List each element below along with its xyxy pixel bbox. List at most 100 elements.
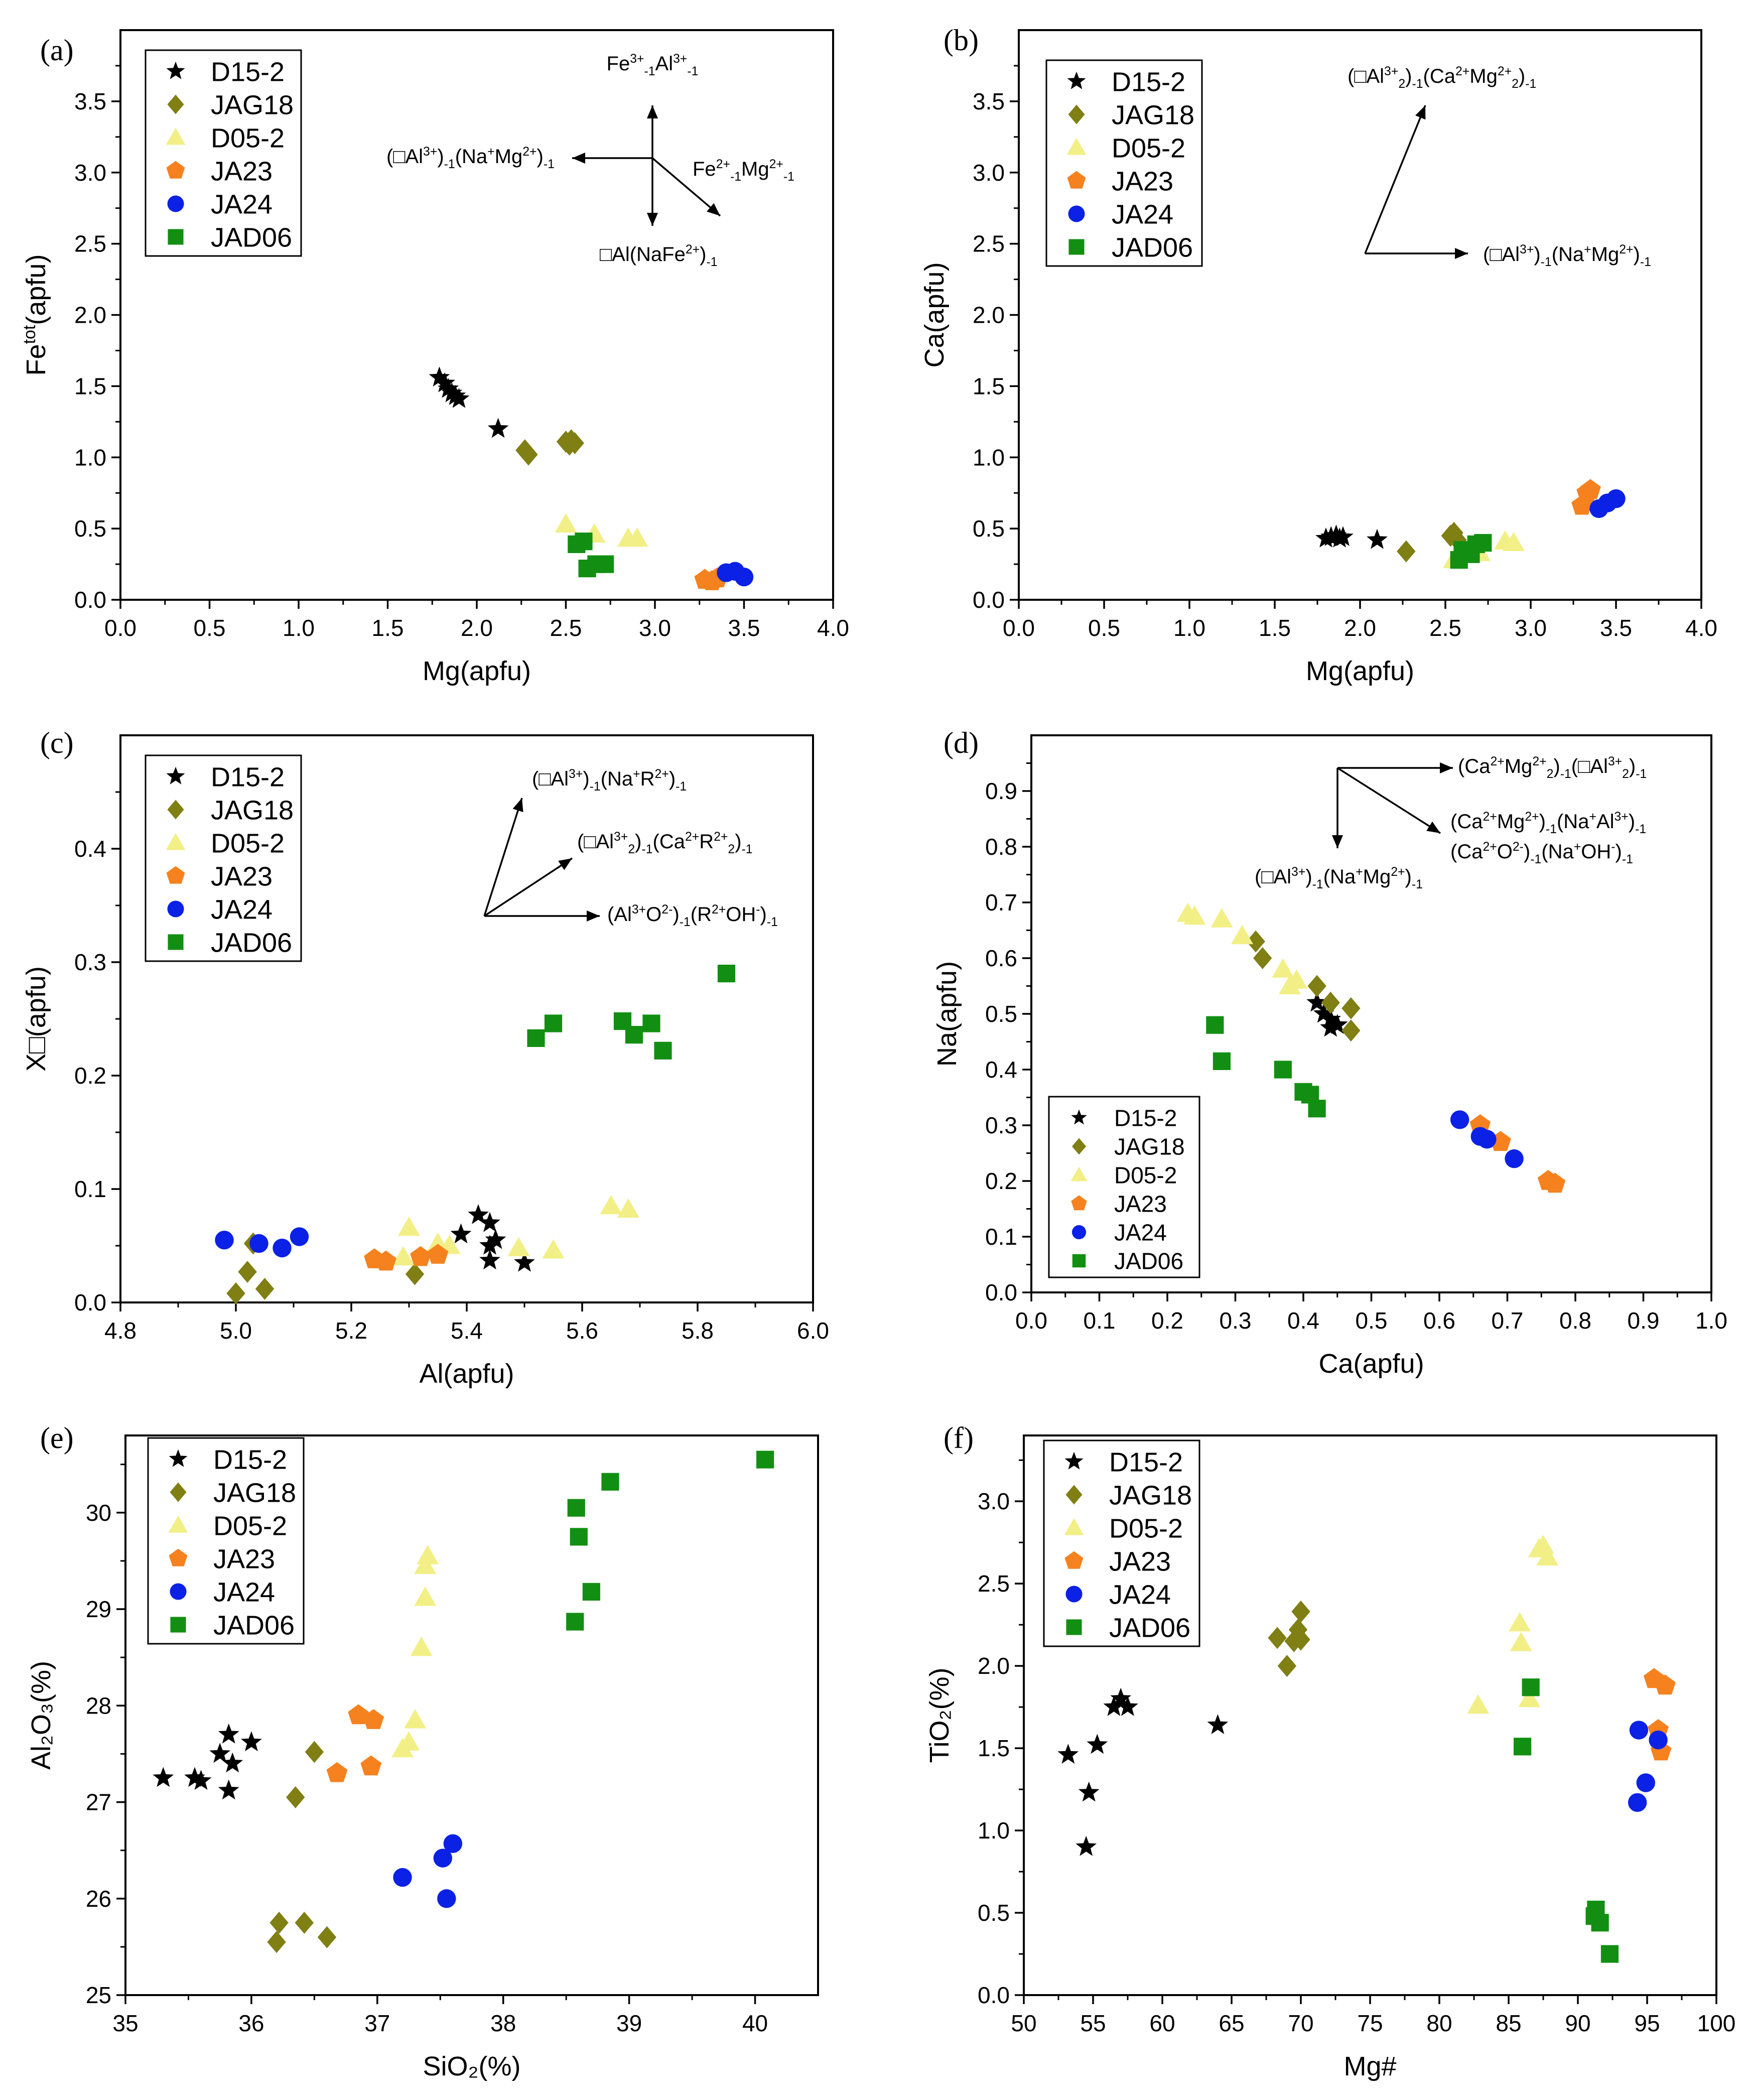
data-point bbox=[617, 1198, 639, 1218]
x-tick-label: 40 bbox=[742, 2010, 768, 2036]
legend-entry-label: JAG18 bbox=[213, 1478, 296, 1508]
y-tick-label: 28 bbox=[86, 1692, 111, 1719]
data-point bbox=[404, 1709, 427, 1729]
legend-marker bbox=[1067, 171, 1086, 189]
vector-arrow-head bbox=[512, 798, 523, 813]
x-tick-label: 38 bbox=[490, 2010, 516, 2036]
x-tick-label: 0.4 bbox=[1287, 1307, 1319, 1334]
data-point bbox=[1591, 1914, 1609, 1932]
data-point bbox=[485, 1229, 506, 1249]
data-point bbox=[625, 1026, 643, 1044]
panel-label: (a) bbox=[40, 34, 74, 67]
data-point bbox=[1272, 958, 1294, 978]
x-tick-label: 37 bbox=[364, 2010, 390, 2036]
x-axis-label: Mg(apfu) bbox=[423, 656, 531, 686]
data-point bbox=[654, 1041, 672, 1060]
legend-entry-label: JA24 bbox=[211, 894, 273, 925]
series-JAD06 bbox=[566, 1451, 774, 1631]
data-point bbox=[305, 1741, 324, 1763]
data-point bbox=[1268, 1627, 1287, 1649]
data-point bbox=[734, 567, 754, 587]
data-point bbox=[286, 1786, 305, 1808]
legend-marker bbox=[1071, 1138, 1087, 1155]
data-point bbox=[1536, 1546, 1559, 1566]
x-tick-label: 1.5 bbox=[1259, 615, 1291, 641]
legend-marker bbox=[167, 900, 184, 917]
data-point bbox=[1110, 1687, 1132, 1708]
legend-marker bbox=[166, 866, 185, 884]
data-point bbox=[1253, 947, 1272, 969]
x-tick-label: 0.8 bbox=[1559, 1307, 1591, 1334]
legend-entry-label: JAG18 bbox=[211, 90, 294, 120]
data-point bbox=[1285, 969, 1308, 989]
legend-marker bbox=[1068, 205, 1085, 222]
legend-box bbox=[1048, 1096, 1200, 1278]
y-tick-label: 0.4 bbox=[985, 1057, 1017, 1083]
data-point bbox=[1444, 521, 1463, 544]
series-D15-2 bbox=[1306, 991, 1348, 1037]
legend-marker bbox=[167, 195, 184, 212]
data-point bbox=[363, 1709, 384, 1729]
legend-entry-label: JA23 bbox=[1114, 1191, 1167, 1217]
y-axis-label: TiO₂(%) bbox=[924, 1668, 955, 1763]
data-point bbox=[479, 1212, 500, 1232]
x-tick-label: 70 bbox=[1288, 2010, 1313, 2036]
y-tick-label: 29 bbox=[86, 1596, 111, 1622]
legend-entry-label: D05-2 bbox=[211, 123, 285, 153]
series-JA24 bbox=[215, 1227, 309, 1258]
y-tick-label: 0.0 bbox=[978, 1982, 1010, 2008]
data-point bbox=[1078, 1781, 1100, 1802]
data-point bbox=[1274, 1061, 1292, 1079]
x-tick-label: 0.5 bbox=[1088, 615, 1120, 641]
data-point bbox=[1103, 1696, 1125, 1716]
chart-panel-f: (f) 50 55 60 65 70 75 80 85 90 95 100 0.0 0.5 1.0 1.5 2.… bbox=[924, 1421, 1735, 2081]
x-tick-label: 36 bbox=[238, 2010, 264, 2036]
legend-marker bbox=[1071, 1225, 1087, 1240]
vector-annotation: Fe3+-1Al3+-1 bbox=[607, 52, 699, 78]
vector-arrow-head bbox=[1426, 821, 1440, 833]
vector-annotation: (Ca2+O2-)-1(Na+OH-)-1 bbox=[1450, 840, 1633, 866]
data-point bbox=[434, 372, 455, 392]
legend-entry-label: D15-2 bbox=[211, 762, 285, 792]
data-point bbox=[397, 1731, 420, 1751]
series-JA24 bbox=[717, 562, 754, 587]
data-point bbox=[450, 1223, 472, 1244]
data-point bbox=[479, 1249, 500, 1270]
x-tick-label: 75 bbox=[1357, 2010, 1383, 2036]
data-point bbox=[626, 527, 648, 547]
data-point bbox=[1477, 1130, 1497, 1149]
data-point bbox=[1505, 1149, 1524, 1168]
y-axis-label: X□(apfu) bbox=[21, 966, 51, 1072]
data-point bbox=[218, 1723, 239, 1744]
legend-marker bbox=[167, 800, 184, 820]
x-tick-label: 5.6 bbox=[566, 1318, 598, 1344]
x-tick-label: 5.2 bbox=[335, 1318, 367, 1344]
series-D15-2 bbox=[429, 366, 509, 438]
x-tick-label: 4.8 bbox=[104, 1318, 137, 1344]
data-point bbox=[215, 1231, 234, 1250]
data-point bbox=[1277, 1655, 1297, 1677]
data-point bbox=[1514, 1738, 1532, 1756]
y-tick-label: 0.1 bbox=[74, 1176, 106, 1202]
y-tick-label: 0.3 bbox=[74, 949, 106, 975]
data-point bbox=[1636, 1773, 1655, 1792]
data-point bbox=[519, 443, 538, 466]
data-point bbox=[1246, 930, 1265, 953]
plot-frame bbox=[124, 1434, 819, 1996]
data-point bbox=[290, 1227, 309, 1246]
legend-marker bbox=[170, 1617, 186, 1633]
series-D15-2 bbox=[1057, 1687, 1229, 1856]
legend-marker bbox=[1065, 1586, 1083, 1603]
x-axis-label: Ca(apfu) bbox=[1318, 1349, 1424, 1379]
x-tick-label: 80 bbox=[1426, 2010, 1452, 2036]
data-point bbox=[1231, 925, 1254, 945]
series-D05-2 bbox=[1176, 902, 1308, 994]
legend-entry-label: JA24 bbox=[1114, 1220, 1167, 1246]
x-tick-label: 2.5 bbox=[1429, 615, 1461, 641]
y-axis-label: Na(apfu) bbox=[932, 961, 962, 1067]
legend-marker bbox=[1067, 71, 1086, 89]
x-tick-label: 2.5 bbox=[550, 615, 582, 641]
